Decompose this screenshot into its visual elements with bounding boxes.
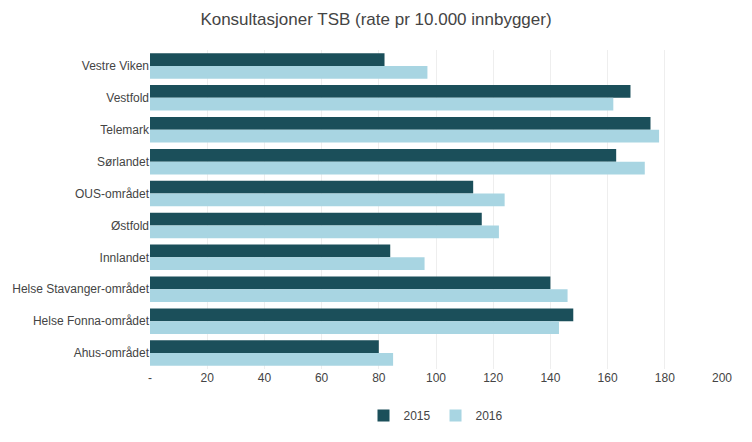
svg-text:2016: 2016 (476, 409, 503, 423)
svg-text:OUS-området: OUS-området (75, 187, 150, 201)
svg-text:80: 80 (372, 371, 386, 385)
svg-text:Helse Stavanger-området: Helse Stavanger-området (12, 282, 149, 296)
svg-text:2015: 2015 (404, 409, 431, 423)
svg-text:60: 60 (315, 371, 329, 385)
svg-text:Helse Fonna-området: Helse Fonna-området (33, 314, 150, 328)
svg-text:140: 140 (540, 371, 560, 385)
svg-text:Innlandet: Innlandet (100, 251, 150, 265)
svg-text:100: 100 (426, 371, 446, 385)
svg-text:Østfold: Østfold (111, 219, 149, 233)
svg-text:Telemark: Telemark (100, 123, 150, 137)
svg-text:40: 40 (258, 371, 272, 385)
svg-text:180: 180 (655, 371, 675, 385)
svg-text:-: - (148, 371, 152, 385)
svg-text:160: 160 (598, 371, 618, 385)
svg-text:Konsultasjoner TSB (rate pr 10: Konsultasjoner TSB (rate pr 10.000 innby… (200, 10, 551, 29)
svg-text:200: 200 (712, 371, 732, 385)
svg-text:Ahus-området: Ahus-området (74, 346, 150, 360)
svg-text:Vestfold: Vestfold (106, 91, 149, 105)
svg-text:20: 20 (201, 371, 215, 385)
svg-text:Vestre Viken: Vestre Viken (82, 59, 149, 73)
svg-text:Sørlandet: Sørlandet (97, 155, 150, 169)
svg-text:120: 120 (483, 371, 503, 385)
